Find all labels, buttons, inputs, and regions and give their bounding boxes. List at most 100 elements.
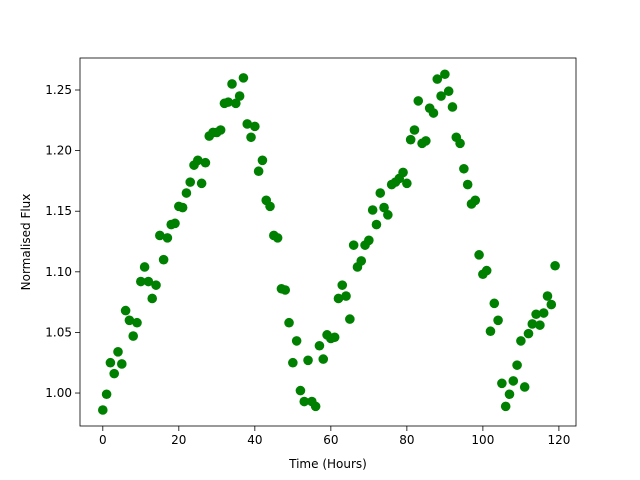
- data-point: [162, 233, 173, 243]
- x-tick-label: 20: [171, 433, 186, 447]
- data-point: [147, 293, 158, 304]
- data-point: [421, 136, 431, 146]
- data-point: [158, 254, 169, 265]
- data-point: [405, 134, 416, 145]
- data-point: [341, 291, 351, 301]
- data-point: [98, 405, 108, 415]
- data-point: [398, 167, 408, 178]
- y-tick-label: 1.00: [45, 386, 72, 400]
- data-point: [500, 401, 511, 412]
- data-point: [375, 188, 386, 198]
- data-point: [242, 119, 253, 129]
- data-point: [455, 138, 465, 149]
- data-point: [481, 265, 492, 276]
- y-tick-label: 1.20: [45, 144, 72, 158]
- data-point: [379, 202, 389, 213]
- data-point: [436, 91, 446, 101]
- data-point: [402, 178, 412, 189]
- data-point: [519, 382, 530, 392]
- data-point: [177, 202, 188, 213]
- data-point: [409, 125, 420, 135]
- data-point: [234, 91, 245, 101]
- data-point: [113, 347, 123, 357]
- data-point: [139, 262, 150, 272]
- data-point: [303, 355, 313, 366]
- data-point: [143, 276, 154, 287]
- data-point: [120, 305, 131, 316]
- data-point: [371, 219, 382, 230]
- data-point: [497, 378, 507, 389]
- data-point: [337, 280, 348, 290]
- data-point: [356, 256, 367, 266]
- data-point: [280, 285, 291, 295]
- y-tick-label: 1.25: [45, 83, 72, 97]
- data-point: [265, 201, 275, 212]
- data-point: [489, 298, 500, 309]
- data-point: [185, 177, 196, 187]
- x-tick-label: 120: [547, 433, 570, 447]
- data-point: [128, 331, 139, 341]
- data-point: [272, 233, 283, 243]
- x-tick-label: 40: [247, 433, 262, 447]
- data-point: [470, 195, 481, 206]
- data-point: [512, 360, 522, 370]
- data-point: [546, 299, 557, 310]
- data-point: [504, 389, 515, 400]
- plot-frame: [79, 57, 577, 427]
- data-point: [246, 132, 256, 143]
- data-point: [413, 96, 424, 106]
- data-point: [348, 240, 359, 250]
- data-point: [200, 157, 211, 168]
- data-point: [523, 328, 534, 339]
- data-point: [155, 230, 165, 241]
- data-point: [318, 354, 329, 364]
- data-point: [550, 260, 560, 271]
- data-point: [432, 74, 443, 84]
- data-point: [227, 79, 237, 89]
- x-tick-label: 0: [99, 433, 107, 447]
- data-point: [223, 97, 234, 107]
- y-tick-label: 1.05: [45, 325, 72, 339]
- data-point: [193, 155, 203, 166]
- data-point: [284, 317, 294, 328]
- data-point: [345, 314, 355, 324]
- data-point: [291, 336, 302, 346]
- data-point: [117, 359, 127, 369]
- data-point: [105, 357, 116, 368]
- data-point: [215, 125, 226, 135]
- data-point: [542, 291, 553, 301]
- data-point: [367, 205, 378, 215]
- data-point: [443, 86, 454, 97]
- x-tick-label: 60: [323, 433, 338, 447]
- data-point: [535, 320, 545, 330]
- data-point: [508, 376, 519, 386]
- data-point: [485, 326, 496, 337]
- data-point: [383, 210, 393, 220]
- data-point: [440, 69, 450, 80]
- data-point: [538, 308, 549, 318]
- data-point: [493, 315, 503, 326]
- data-point: [459, 163, 469, 174]
- data-point: [474, 250, 484, 260]
- data-point: [231, 98, 241, 109]
- data-point: [101, 389, 112, 400]
- data-point: [238, 73, 249, 83]
- data-point: [531, 309, 541, 320]
- data-point: [516, 336, 526, 346]
- data-point: [288, 357, 298, 368]
- y-axis-label: Normalised Flux: [19, 194, 33, 291]
- data-point: [314, 340, 325, 351]
- data-point: [170, 218, 180, 229]
- data-point: [462, 179, 473, 190]
- data-point: [310, 401, 321, 412]
- data-point: [333, 293, 344, 304]
- data-point: [250, 121, 260, 132]
- data-point: [151, 280, 161, 290]
- y-tick-label: 1.10: [45, 265, 72, 279]
- data-point: [132, 317, 142, 328]
- data-point: [447, 102, 458, 112]
- data-point: [527, 319, 538, 329]
- data-point: [136, 276, 146, 287]
